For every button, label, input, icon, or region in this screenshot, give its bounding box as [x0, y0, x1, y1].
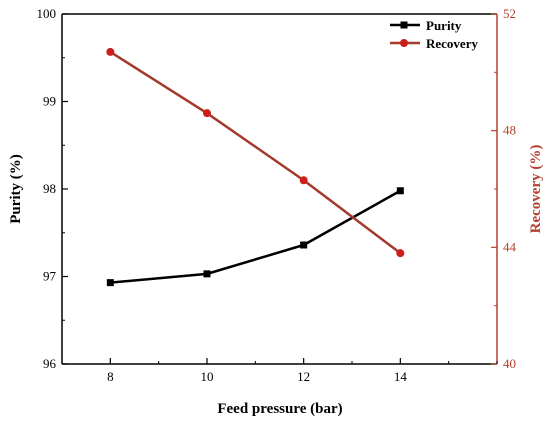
recovery-point: [396, 249, 405, 258]
legend-purity-label: Purity: [426, 18, 462, 33]
y-tick-label: 97: [43, 269, 57, 284]
series-line-recovery: [109, 50, 402, 255]
y2-tick-label: 40: [503, 356, 516, 371]
legend-recovery-marker: [400, 39, 408, 47]
series-line-purity: [110, 189, 401, 284]
legend-recovery-label: Recovery: [426, 36, 478, 51]
purity-point: [203, 270, 211, 278]
y-tick-label: 100: [37, 6, 57, 21]
x-axis-title: Feed pressure (bar): [217, 401, 342, 417]
x-tick-label: 10: [201, 369, 214, 384]
legend: Purity Recovery: [390, 18, 478, 51]
x-tick-label: 12: [297, 369, 310, 384]
y-axis-title: Purity (%): [8, 154, 24, 224]
y-tick-label: 96: [43, 356, 57, 371]
y-tick-label: 99: [43, 94, 56, 109]
y-tick-label: 98: [43, 181, 56, 196]
recovery-point: [203, 109, 211, 118]
purity-point: [396, 187, 404, 195]
purity-point: [106, 279, 114, 287]
purity-point: [300, 241, 308, 249]
recovery-point: [299, 176, 308, 185]
y2-tick-label: 48: [503, 123, 516, 138]
x-tick-label: 8: [107, 369, 114, 384]
y2-tick-label: 44: [503, 239, 517, 254]
legend-purity-marker: [400, 21, 408, 29]
y2-tick-label: 52: [503, 6, 516, 21]
y2-axis-title: Recovery (%): [528, 145, 544, 234]
recovery-point: [106, 47, 115, 56]
x-tick-label: 14: [394, 369, 408, 384]
